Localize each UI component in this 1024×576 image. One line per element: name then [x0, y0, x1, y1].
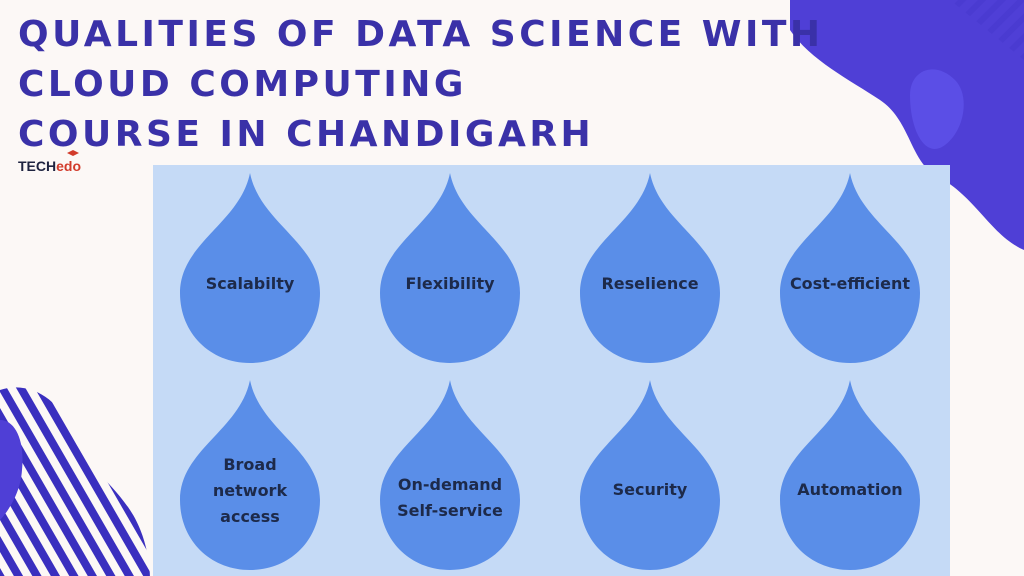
water-drop-icon — [380, 173, 520, 363]
decorative-blob-bottom-left — [0, 387, 150, 576]
water-drop-icon — [380, 380, 520, 570]
title-line-2: CLOUD COMPUTING — [18, 64, 467, 105]
water-drop-icon — [180, 173, 320, 363]
quality-drop-scalability: Scalabilty — [180, 173, 320, 363]
quality-drop-on-demand: On-demand Self-service — [380, 380, 520, 570]
quality-drop-cost-efficient: Cost-efficient — [780, 173, 920, 363]
title-line-3: COURSE IN CHANDIGARH — [18, 114, 595, 155]
cap-icon — [67, 150, 79, 156]
water-drop-icon — [580, 380, 720, 570]
quality-label: Scalabilty — [205, 274, 295, 293]
title-line-1: QUALITIES OF DATA SCIENCE WITH — [18, 14, 824, 55]
water-drop-icon — [180, 380, 320, 570]
page-title: QUALITIES OF DATA SCIENCE WITH CLOUD COM… — [18, 10, 824, 160]
quality-label: Flexibility — [405, 274, 495, 293]
logo-text-tech: TECH — [18, 158, 57, 174]
logo-text-edo: edo — [56, 158, 82, 174]
quality-label: On-demand Self-service — [397, 475, 503, 520]
qualities-panel: Scalabilty Flexibility Reselience Cost-e… — [153, 165, 950, 576]
quality-label: Cost-efficient — [789, 274, 911, 293]
decorative-blob-top-right — [790, 0, 1024, 250]
quality-drop-resilience: Reselience — [580, 173, 720, 363]
quality-drop-broad-network-access: Broad network access — [180, 380, 320, 570]
quality-label: Security — [612, 480, 688, 499]
quality-drop-security: Security — [580, 380, 720, 570]
quality-drop-automation: Automation — [780, 380, 920, 570]
water-drop-icon — [780, 380, 920, 570]
quality-label: Reselience — [601, 274, 699, 293]
quality-label: Automation — [797, 480, 903, 499]
quality-label: Broad network access — [212, 455, 288, 526]
water-drop-icon — [780, 173, 920, 363]
quality-drop-flexibility: Flexibility — [380, 173, 520, 363]
water-drop-icon — [580, 173, 720, 363]
techedo-logo: TECHedo — [18, 150, 82, 174]
